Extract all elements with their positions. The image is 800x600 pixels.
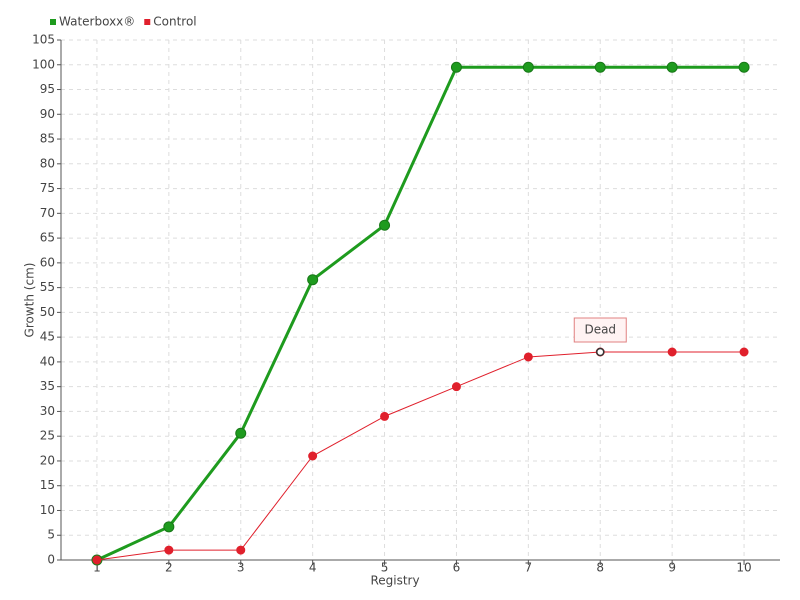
data-point [379, 219, 391, 231]
legend-swatch [144, 19, 151, 25]
annotation-label: Dead [584, 323, 616, 337]
y-axis-label: Growth (cm) [23, 263, 37, 338]
y-tick-label: 105 [32, 33, 55, 47]
x-tick-label: 1 [93, 561, 101, 575]
y-tick-label: 55 [40, 280, 55, 294]
x-tick-label: 5 [381, 561, 389, 575]
legend-label: Control [153, 15, 196, 29]
data-point [163, 521, 175, 533]
y-tick-label: 20 [40, 453, 55, 467]
annotation-point [596, 347, 605, 357]
y-tick-label: 85 [40, 132, 55, 146]
data-point [594, 61, 606, 73]
data-point [235, 427, 247, 439]
x-tick-label: 3 [237, 561, 245, 575]
y-tick-label: 10 [40, 503, 55, 517]
data-point [450, 61, 462, 73]
data-point [523, 352, 533, 362]
y-tick-label: 45 [40, 330, 55, 344]
data-point [92, 555, 102, 565]
data-point [164, 545, 174, 555]
y-tick-label: 80 [40, 156, 55, 170]
annotation-box [573, 317, 627, 343]
data-point [739, 347, 749, 357]
data-point [522, 61, 534, 73]
y-tick-label: 35 [40, 379, 55, 393]
y-tick-label: 25 [40, 429, 55, 443]
y-tick-label: 30 [40, 404, 55, 418]
x-tick-label: 4 [309, 561, 317, 575]
y-tick-label: 60 [40, 255, 55, 269]
x-tick-label: 9 [668, 561, 676, 575]
legend-label: Waterboxx® [59, 15, 135, 29]
series-line [96, 351, 745, 561]
x-tick-label: 8 [596, 561, 604, 575]
data-point [307, 274, 319, 286]
y-tick-label: 15 [40, 478, 55, 492]
y-tick-label: 70 [40, 206, 55, 220]
y-tick-label: 40 [40, 354, 55, 368]
y-tick-label: 65 [40, 231, 55, 245]
data-point [667, 347, 677, 357]
data-point [380, 411, 390, 421]
y-tick-label: 0 [47, 553, 55, 567]
y-tick-label: 5 [47, 528, 55, 542]
data-point [451, 382, 461, 392]
y-tick-label: 100 [32, 57, 55, 71]
data-point [738, 61, 750, 73]
y-tick-label: 90 [40, 107, 55, 121]
y-tick-label: 95 [40, 82, 55, 96]
x-tick-label: 10 [736, 561, 751, 575]
x-tick-label: 6 [453, 561, 461, 575]
x-axis-label: Registry [370, 574, 419, 588]
legend-swatch [50, 19, 56, 25]
x-tick-label: 2 [165, 561, 173, 575]
data-point [666, 61, 678, 73]
data-point [308, 451, 318, 461]
data-point [236, 545, 246, 555]
y-tick-label: 75 [40, 181, 55, 195]
y-tick-label: 50 [40, 305, 55, 319]
series-line [96, 65, 745, 562]
x-tick-label: 7 [525, 561, 533, 575]
